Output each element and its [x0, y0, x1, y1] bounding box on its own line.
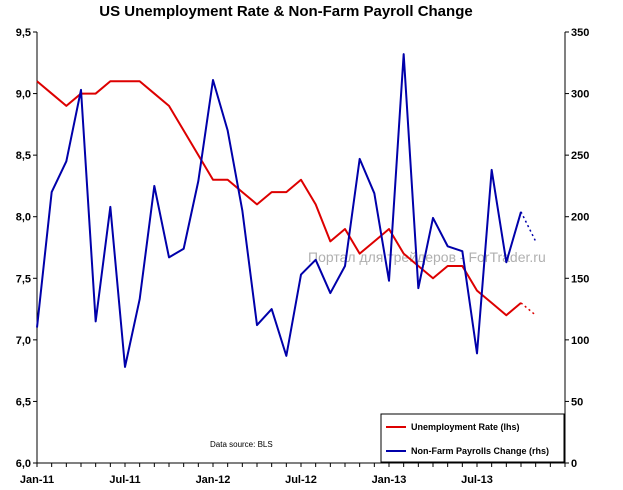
left-tick-label: 7,0 — [16, 335, 31, 347]
right-axis-ticks: 0 50 100 150 200 250 300 350 — [565, 27, 589, 470]
left-tick-label: 6,0 — [16, 458, 31, 470]
x-tick-label: Jul-11 — [109, 474, 140, 486]
x-tick-label: Jan-13 — [372, 474, 407, 486]
x-tick-label: Jan-11 — [20, 474, 54, 486]
right-tick-label: 300 — [571, 89, 589, 101]
legend: Unemployment Rate (lhs) Non-Farm Payroll… — [380, 413, 565, 463]
legend-label-unemployment: Unemployment Rate (lhs) — [411, 422, 520, 432]
series-layer — [36, 53, 537, 368]
left-tick-label: 8,0 — [16, 212, 31, 224]
series-line-unemployment — [36, 80, 522, 317]
legend-label-payrolls: Non-Farm Payrolls Change (rhs) — [411, 446, 549, 456]
left-tick-label: 7,5 — [16, 273, 31, 285]
right-tick-label: 100 — [571, 335, 589, 347]
x-tick-label: Jul-13 — [461, 474, 493, 486]
right-tick-label: 350 — [571, 27, 589, 39]
left-tick-label: 8,5 — [16, 150, 31, 162]
left-axis-ticks: 6,0 6,5 7,0 7,5 8,0 8,5 9,0 9,5 — [16, 27, 37, 470]
left-tick-label: 9,0 — [16, 89, 31, 101]
x-axis-ticks: Jan-11 Jul-11 Jan-12 Jul-12 Jan-13 Jul-13 — [20, 463, 566, 486]
left-tick-label: 6,5 — [16, 396, 31, 408]
series-projection-payrolls — [520, 211, 537, 242]
source-note: Data source: BLS — [210, 440, 273, 449]
right-tick-label: 200 — [571, 212, 589, 224]
right-tick-label: 250 — [571, 150, 589, 162]
left-tick-label: 9,5 — [16, 27, 31, 39]
right-tick-label: 0 — [571, 458, 577, 470]
legend-box — [380, 413, 565, 463]
series-projection-unemployment — [520, 302, 537, 316]
right-tick-label: 50 — [571, 396, 583, 408]
x-tick-label: Jan-12 — [196, 474, 231, 486]
watermark: Портал для трейдеров - ForTrader.ru — [308, 249, 546, 265]
series-line-payrolls — [36, 53, 522, 368]
chart-title: US Unemployment Rate & Non-Farm Payroll … — [99, 3, 472, 20]
right-tick-label: 150 — [571, 273, 589, 285]
x-tick-label: Jul-12 — [285, 474, 317, 486]
